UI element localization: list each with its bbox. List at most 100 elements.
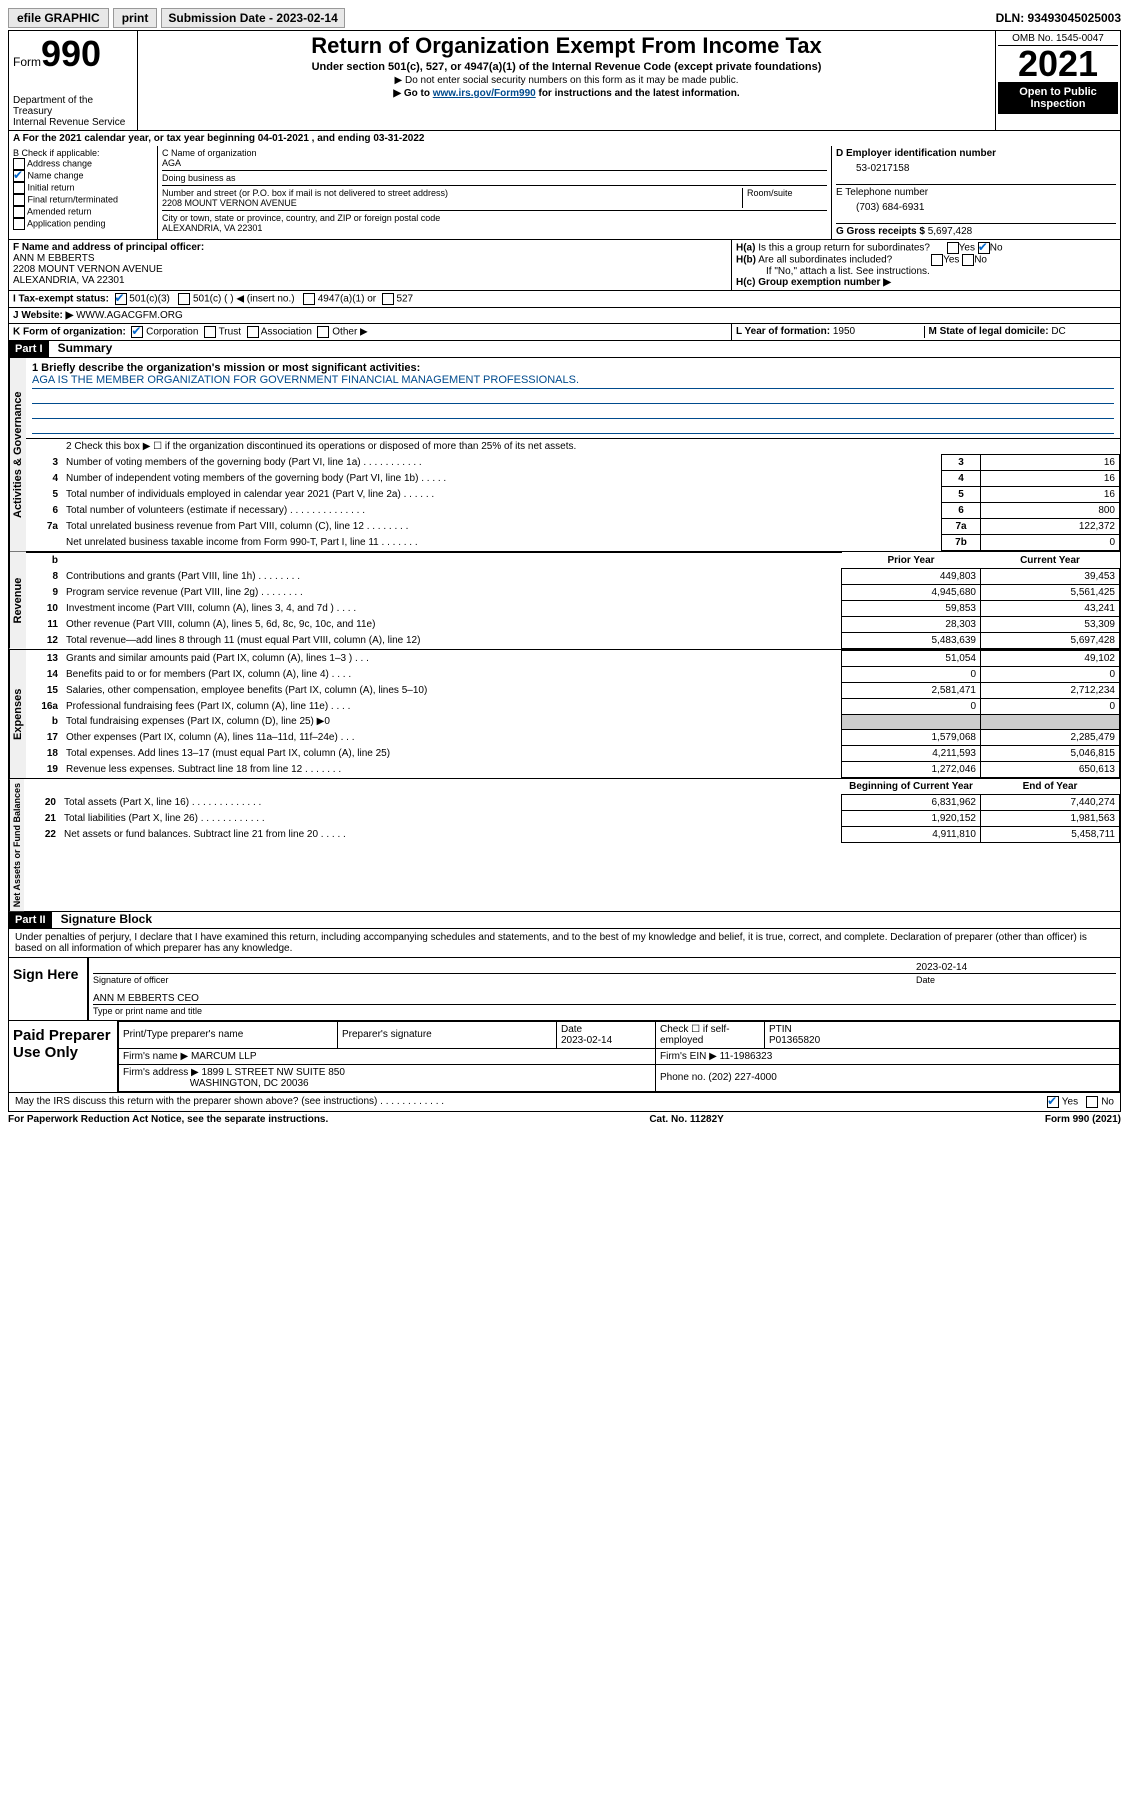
- sign-date: 2023-02-14: [916, 962, 1116, 973]
- section-bcde: B Check if applicable: Address change Na…: [8, 146, 1121, 240]
- instructions-link[interactable]: www.irs.gov/Form990: [433, 88, 536, 99]
- opt-501c3: 501(c)(3): [129, 294, 170, 305]
- ein-value: 53-0217158: [836, 159, 1116, 182]
- part1-title: Summary: [58, 341, 113, 355]
- q1-label: 1 Briefly describe the organization's mi…: [32, 362, 420, 374]
- trust-checkbox[interactable]: [204, 326, 216, 338]
- q2-text: 2 Check this box ▶ ☐ if the organization…: [62, 439, 1120, 455]
- page-footer: For Paperwork Reduction Act Notice, see …: [8, 1112, 1121, 1127]
- dept-label: Department of the Treasury Internal Reve…: [13, 95, 133, 128]
- submission-date: Submission Date - 2023-02-14: [161, 8, 344, 28]
- addr-value: 2208 MOUNT VERNON AVENUE: [162, 198, 742, 208]
- signature-section: Under penalties of perjury, I declare th…: [8, 929, 1121, 1112]
- discuss-yes: Yes: [1062, 1096, 1078, 1107]
- assoc-checkbox[interactable]: [247, 326, 259, 338]
- prep-phone-label: Phone no.: [660, 1072, 706, 1083]
- part2-bar: Part II Signature Block: [8, 912, 1121, 929]
- ha-no: No: [990, 243, 1003, 254]
- gross-label: G Gross receipts $: [836, 226, 925, 237]
- netassets-table: Beginning of Current YearEnd of Year 20T…: [24, 779, 1120, 843]
- mission-blank-3: [32, 419, 1114, 434]
- col-current-year: Current Year: [981, 553, 1120, 569]
- dln: DLN: 93493045025003: [996, 11, 1121, 25]
- discuss-yes-checkbox[interactable]: [1047, 1096, 1059, 1108]
- ha-no-checkbox[interactable]: [978, 242, 990, 254]
- efile-button[interactable]: efile GRAPHIC: [8, 8, 109, 28]
- addr-label: Number and street (or P.O. box if mail i…: [162, 188, 742, 198]
- colb-check-3[interactable]: [13, 194, 25, 206]
- governance-table: 2 Check this box ▶ ☐ if the organization…: [26, 439, 1120, 551]
- prep-sig-header: Preparer's signature: [338, 1021, 557, 1048]
- city-value: ALEXANDRIA, VA 22301: [162, 223, 827, 233]
- form-subtitle: Under section 501(c), 527, or 4947(a)(1)…: [142, 61, 991, 73]
- hb-no-checkbox[interactable]: [962, 254, 974, 266]
- discuss-no-checkbox[interactable]: [1086, 1096, 1098, 1108]
- row-a-tax-year: A For the 2021 calendar year, or tax yea…: [8, 131, 1121, 146]
- firm-addr: 1899 L STREET NW SUITE 850: [202, 1067, 345, 1078]
- city-label: City or town, state or province, country…: [162, 210, 827, 223]
- col-c-org-info: C Name of organization AGA Doing busines…: [158, 146, 832, 239]
- col-de: D Employer identification number 53-0217…: [832, 146, 1120, 239]
- vert-governance: Activities & Governance: [9, 358, 26, 551]
- hb-yes-checkbox[interactable]: [931, 254, 943, 266]
- preparer-label: Paid Preparer Use Only: [9, 1021, 117, 1092]
- part1-bar: Part I Summary: [8, 341, 1121, 358]
- domicile-label: M State of legal domicile:: [929, 326, 1049, 337]
- governance-section: Activities & Governance 1 Briefly descri…: [8, 358, 1121, 552]
- ein-label: D Employer identification number: [836, 148, 996, 159]
- website-label: J Website: ▶: [13, 310, 73, 321]
- domicile-value: DC: [1051, 326, 1065, 337]
- opt-other: Other ▶: [332, 327, 367, 338]
- top-bar: efile GRAPHIC print Submission Date - 20…: [8, 8, 1121, 28]
- row-k: K Form of organization: Corporation Trus…: [9, 324, 1120, 340]
- form-org-label: K Form of organization:: [13, 327, 126, 338]
- colb-check-5[interactable]: [13, 218, 25, 230]
- print-button[interactable]: print: [113, 8, 158, 28]
- 4947-checkbox[interactable]: [303, 293, 315, 305]
- col-prior-year: Prior Year: [842, 553, 981, 569]
- year-formation: 1950: [833, 326, 855, 337]
- firm-ein-label: Firm's EIN ▶: [660, 1051, 717, 1062]
- submission-date-value: 2023-02-14: [276, 11, 337, 25]
- part2-title: Signature Block: [61, 912, 152, 926]
- 527-checkbox[interactable]: [382, 293, 394, 305]
- opt-corp: Corporation: [146, 327, 198, 338]
- hc-label: H(c) Group exemption number ▶: [736, 277, 891, 288]
- prep-date-value: 2023-02-14: [561, 1035, 612, 1046]
- firm-ein: 11-1986323: [720, 1051, 773, 1062]
- 501c-checkbox[interactable]: [178, 293, 190, 305]
- officer-name-label: Type or print name and title: [93, 1004, 1116, 1016]
- revenue-table: bPrior YearCurrent Year 8Contributions a…: [26, 552, 1120, 649]
- ha-yes: Yes: [959, 243, 975, 254]
- ptin-label: PTIN: [769, 1024, 792, 1035]
- corp-checkbox[interactable]: [131, 326, 143, 338]
- officer-addr: 2208 MOUNT VERNON AVENUE ALEXANDRIA, VA …: [13, 264, 163, 286]
- room-label: Room/suite: [742, 188, 827, 208]
- discuss-row: May the IRS discuss this return with the…: [9, 1092, 1120, 1111]
- 501c3-checkbox[interactable]: [115, 293, 127, 305]
- expenses-section: Expenses 13Grants and similar amounts pa…: [8, 650, 1121, 779]
- opt-trust: Trust: [219, 327, 241, 338]
- mission-box: 1 Briefly describe the organization's mi…: [26, 358, 1120, 439]
- opt-assoc: Association: [261, 327, 312, 338]
- ha-yes-checkbox[interactable]: [947, 242, 959, 254]
- form-number: 990: [41, 33, 101, 74]
- vert-expenses: Expenses: [9, 650, 26, 778]
- colb-check-1[interactable]: [13, 170, 25, 182]
- tax-exempt-label: I Tax-exempt status:: [13, 294, 109, 305]
- open-public-badge: Open to Public Inspection: [998, 82, 1118, 114]
- title-box: Return of Organization Exempt From Incom…: [138, 31, 995, 130]
- row-i: I Tax-exempt status: 501(c)(3) 501(c) ( …: [9, 291, 1120, 308]
- other-checkbox[interactable]: [317, 326, 329, 338]
- footer-mid: Cat. No. 11282Y: [649, 1114, 723, 1125]
- mission-blank-2: [32, 404, 1114, 419]
- rows-fhijk: F Name and address of principal officer:…: [8, 240, 1121, 341]
- colb-check-2[interactable]: [13, 182, 25, 194]
- firm-name: MARCUM LLP: [191, 1051, 257, 1062]
- colb-check-4[interactable]: [13, 206, 25, 218]
- year-box: OMB No. 1545-0047 2021 Open to Public In…: [995, 31, 1120, 130]
- line2-post: for instructions and the latest informat…: [536, 88, 740, 99]
- vert-netassets: Net Assets or Fund Balances: [9, 779, 24, 911]
- netassets-section: Net Assets or Fund Balances Beginning of…: [8, 779, 1121, 912]
- perjury-declaration: Under penalties of perjury, I declare th…: [9, 929, 1120, 957]
